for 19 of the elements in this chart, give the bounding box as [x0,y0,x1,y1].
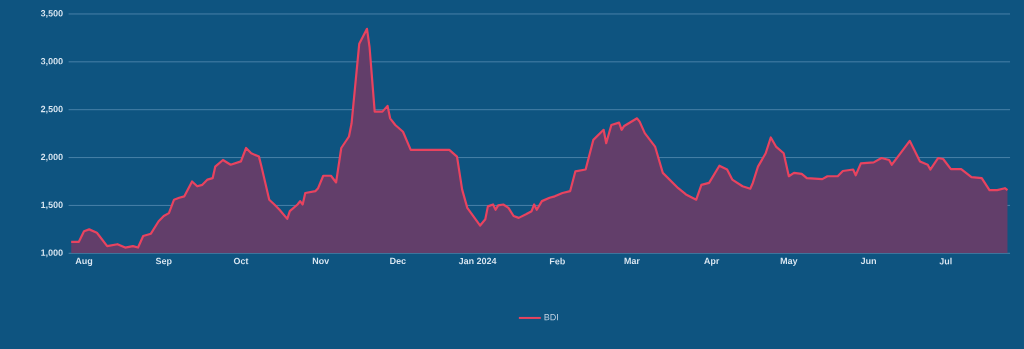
x-tick-label: Feb [549,257,565,265]
y-tick-label: 3,500 [40,10,63,18]
x-tick-label: Nov [312,257,330,265]
x-tick-label: Oct [233,257,249,265]
y-tick-label: 1,000 [41,249,63,258]
legend-label: BDI [544,314,558,321]
x-tick-label: Sep [155,257,172,266]
x-tick-label: Apr [704,257,720,266]
x-tick-label: Aug [75,257,93,266]
y-tick-label: 3,000 [40,57,63,66]
x-tick-label: Dec [390,257,406,265]
x-tick-label: May [780,257,798,266]
y-tick-label: 2,500 [40,105,63,114]
x-tick-label: Mar [624,257,640,265]
y-tick-label: 1,500 [41,201,63,210]
x-tick-label: Jul [939,257,952,265]
x-tick-label: Jan 2024 [458,257,497,265]
y-tick-label: 2,000 [40,153,63,162]
x-tick-label: Jun [860,257,876,265]
